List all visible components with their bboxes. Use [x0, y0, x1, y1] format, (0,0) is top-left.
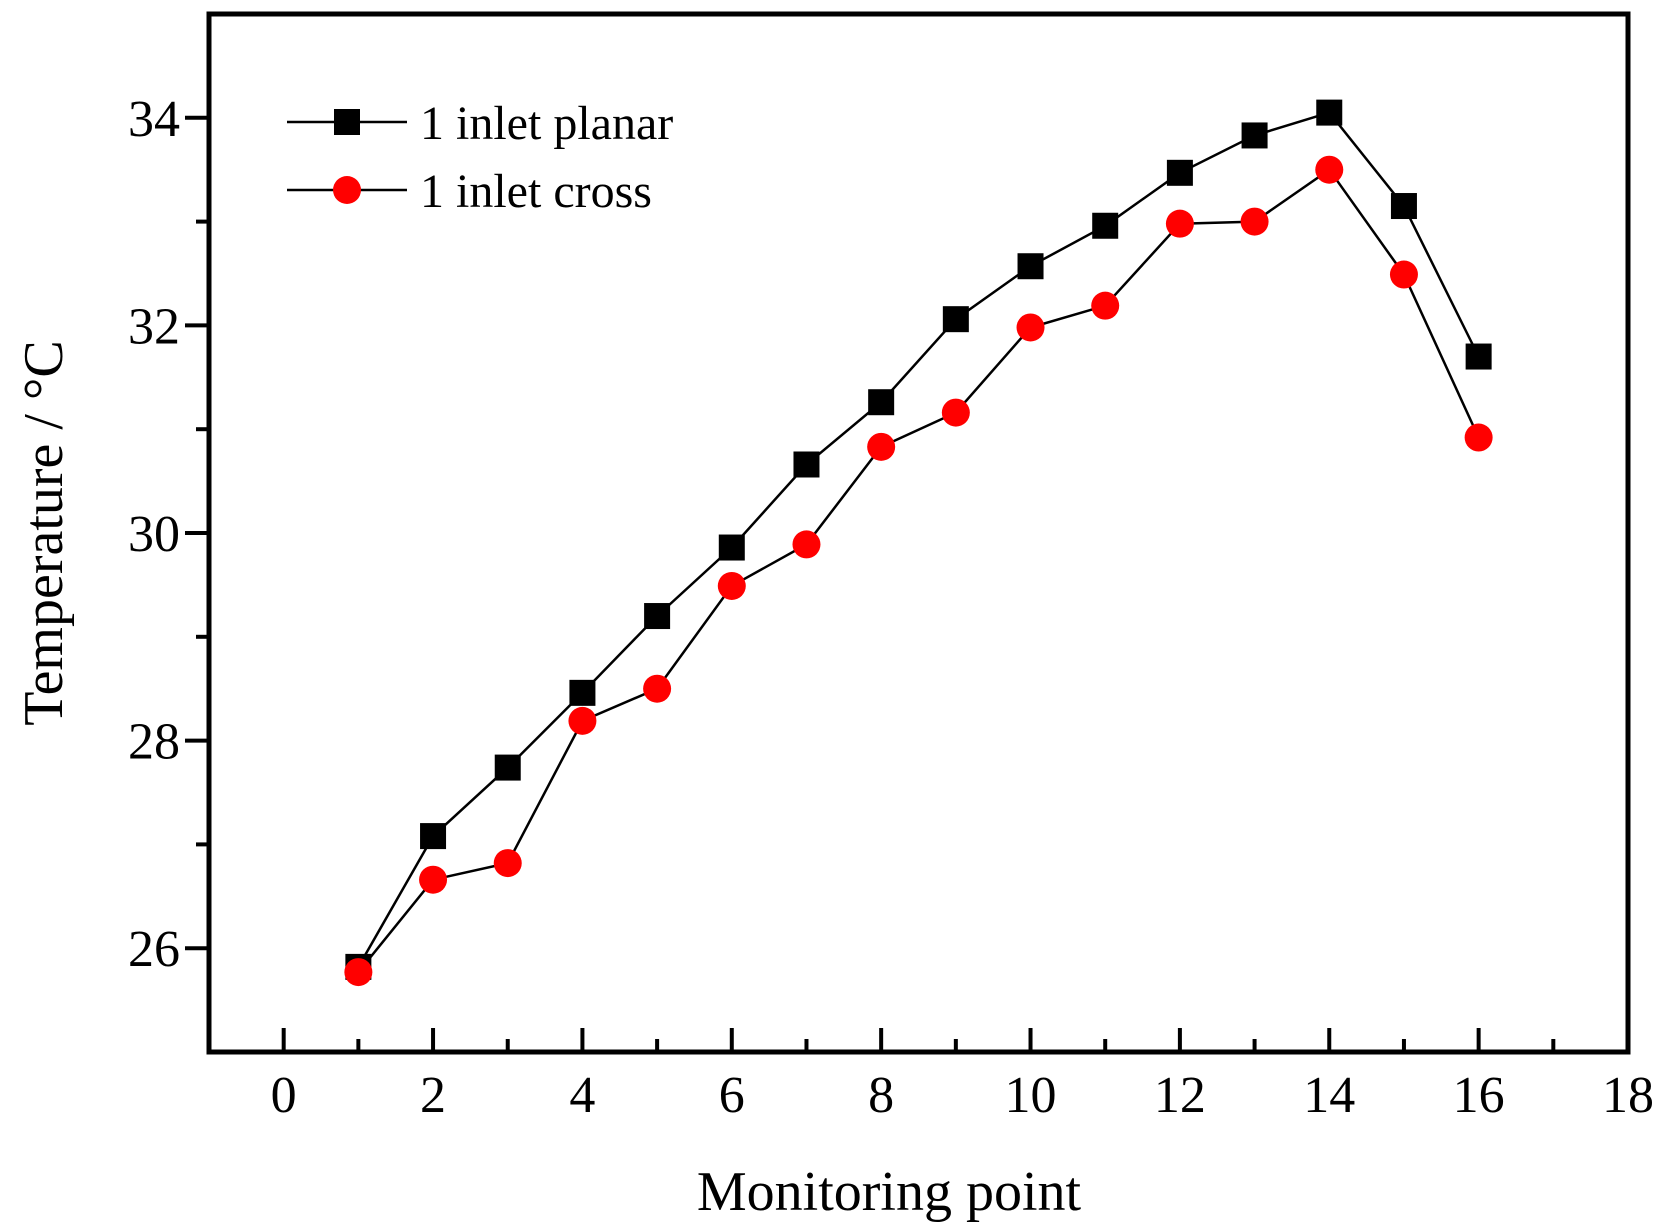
series-line-cross	[357, 167, 1480, 973]
x-tick-label: 16	[1453, 1067, 1505, 1124]
data-point-planar	[1166, 159, 1193, 186]
data-point-planar	[718, 534, 745, 561]
y-tick-label: 34	[128, 91, 180, 148]
legend: 1 inlet planar 1 inlet cross	[287, 97, 673, 218]
data-point-planar	[1092, 212, 1119, 239]
series-line-planar	[357, 111, 1480, 968]
series-layer	[344, 99, 1493, 987]
x-axis-ticks: 0 2 4 6 8 10 12 14 16 18	[271, 1028, 1654, 1124]
data-point-cross	[717, 571, 746, 600]
data-point-cross	[568, 706, 597, 735]
data-point-cross	[1165, 209, 1194, 238]
data-point-planar	[942, 306, 969, 333]
data-point-planar	[1316, 99, 1343, 126]
data-point-planar	[1465, 343, 1492, 370]
data-point-planar	[1390, 193, 1417, 220]
data-point-planar	[494, 754, 521, 781]
data-point-cross	[941, 398, 970, 427]
legend-marker-cross	[333, 176, 361, 204]
y-axis-title: Temperature / °C	[13, 340, 75, 725]
y-tick-label: 28	[128, 714, 180, 771]
x-tick-label: 12	[1154, 1067, 1206, 1124]
data-point-cross	[1389, 260, 1418, 289]
x-tick-label: 2	[420, 1067, 446, 1124]
data-point-planar	[1241, 122, 1268, 149]
data-point-planar	[420, 823, 447, 850]
data-point-cross	[1315, 155, 1344, 184]
y-tick-label: 26	[128, 921, 180, 978]
y-tick-label: 32	[128, 298, 180, 355]
legend-label-planar: 1 inlet planar	[420, 97, 673, 150]
x-tick-label: 8	[868, 1067, 894, 1124]
data-point-cross	[493, 849, 522, 878]
x-tick-label: 18	[1602, 1067, 1654, 1124]
data-point-planar	[868, 389, 895, 416]
y-axis-ticks: 26 28 30 32 34	[128, 91, 209, 978]
data-point-planar	[569, 679, 596, 706]
x-tick-label: 14	[1303, 1067, 1355, 1124]
x-tick-label: 0	[271, 1067, 297, 1124]
x-tick-label: 6	[719, 1067, 745, 1124]
data-point-planar	[644, 603, 671, 630]
data-point-cross	[1240, 207, 1269, 236]
data-point-planar	[793, 451, 820, 478]
data-point-cross	[1464, 423, 1493, 452]
data-point-cross	[419, 865, 448, 894]
data-point-cross	[344, 958, 373, 987]
x-tick-label: 4	[569, 1067, 595, 1124]
data-point-cross	[1091, 291, 1120, 320]
data-point-cross	[792, 530, 821, 559]
x-axis-title: Monitoring point	[697, 1161, 1082, 1223]
legend-marker-planar	[334, 109, 360, 135]
data-point-cross	[867, 432, 896, 461]
data-point-planar	[1017, 253, 1044, 280]
x-tick-label: 10	[1005, 1067, 1057, 1124]
y-tick-label: 30	[128, 506, 180, 563]
legend-label-cross: 1 inlet cross	[420, 165, 652, 218]
data-point-cross	[643, 674, 672, 703]
data-point-cross	[1016, 313, 1045, 342]
